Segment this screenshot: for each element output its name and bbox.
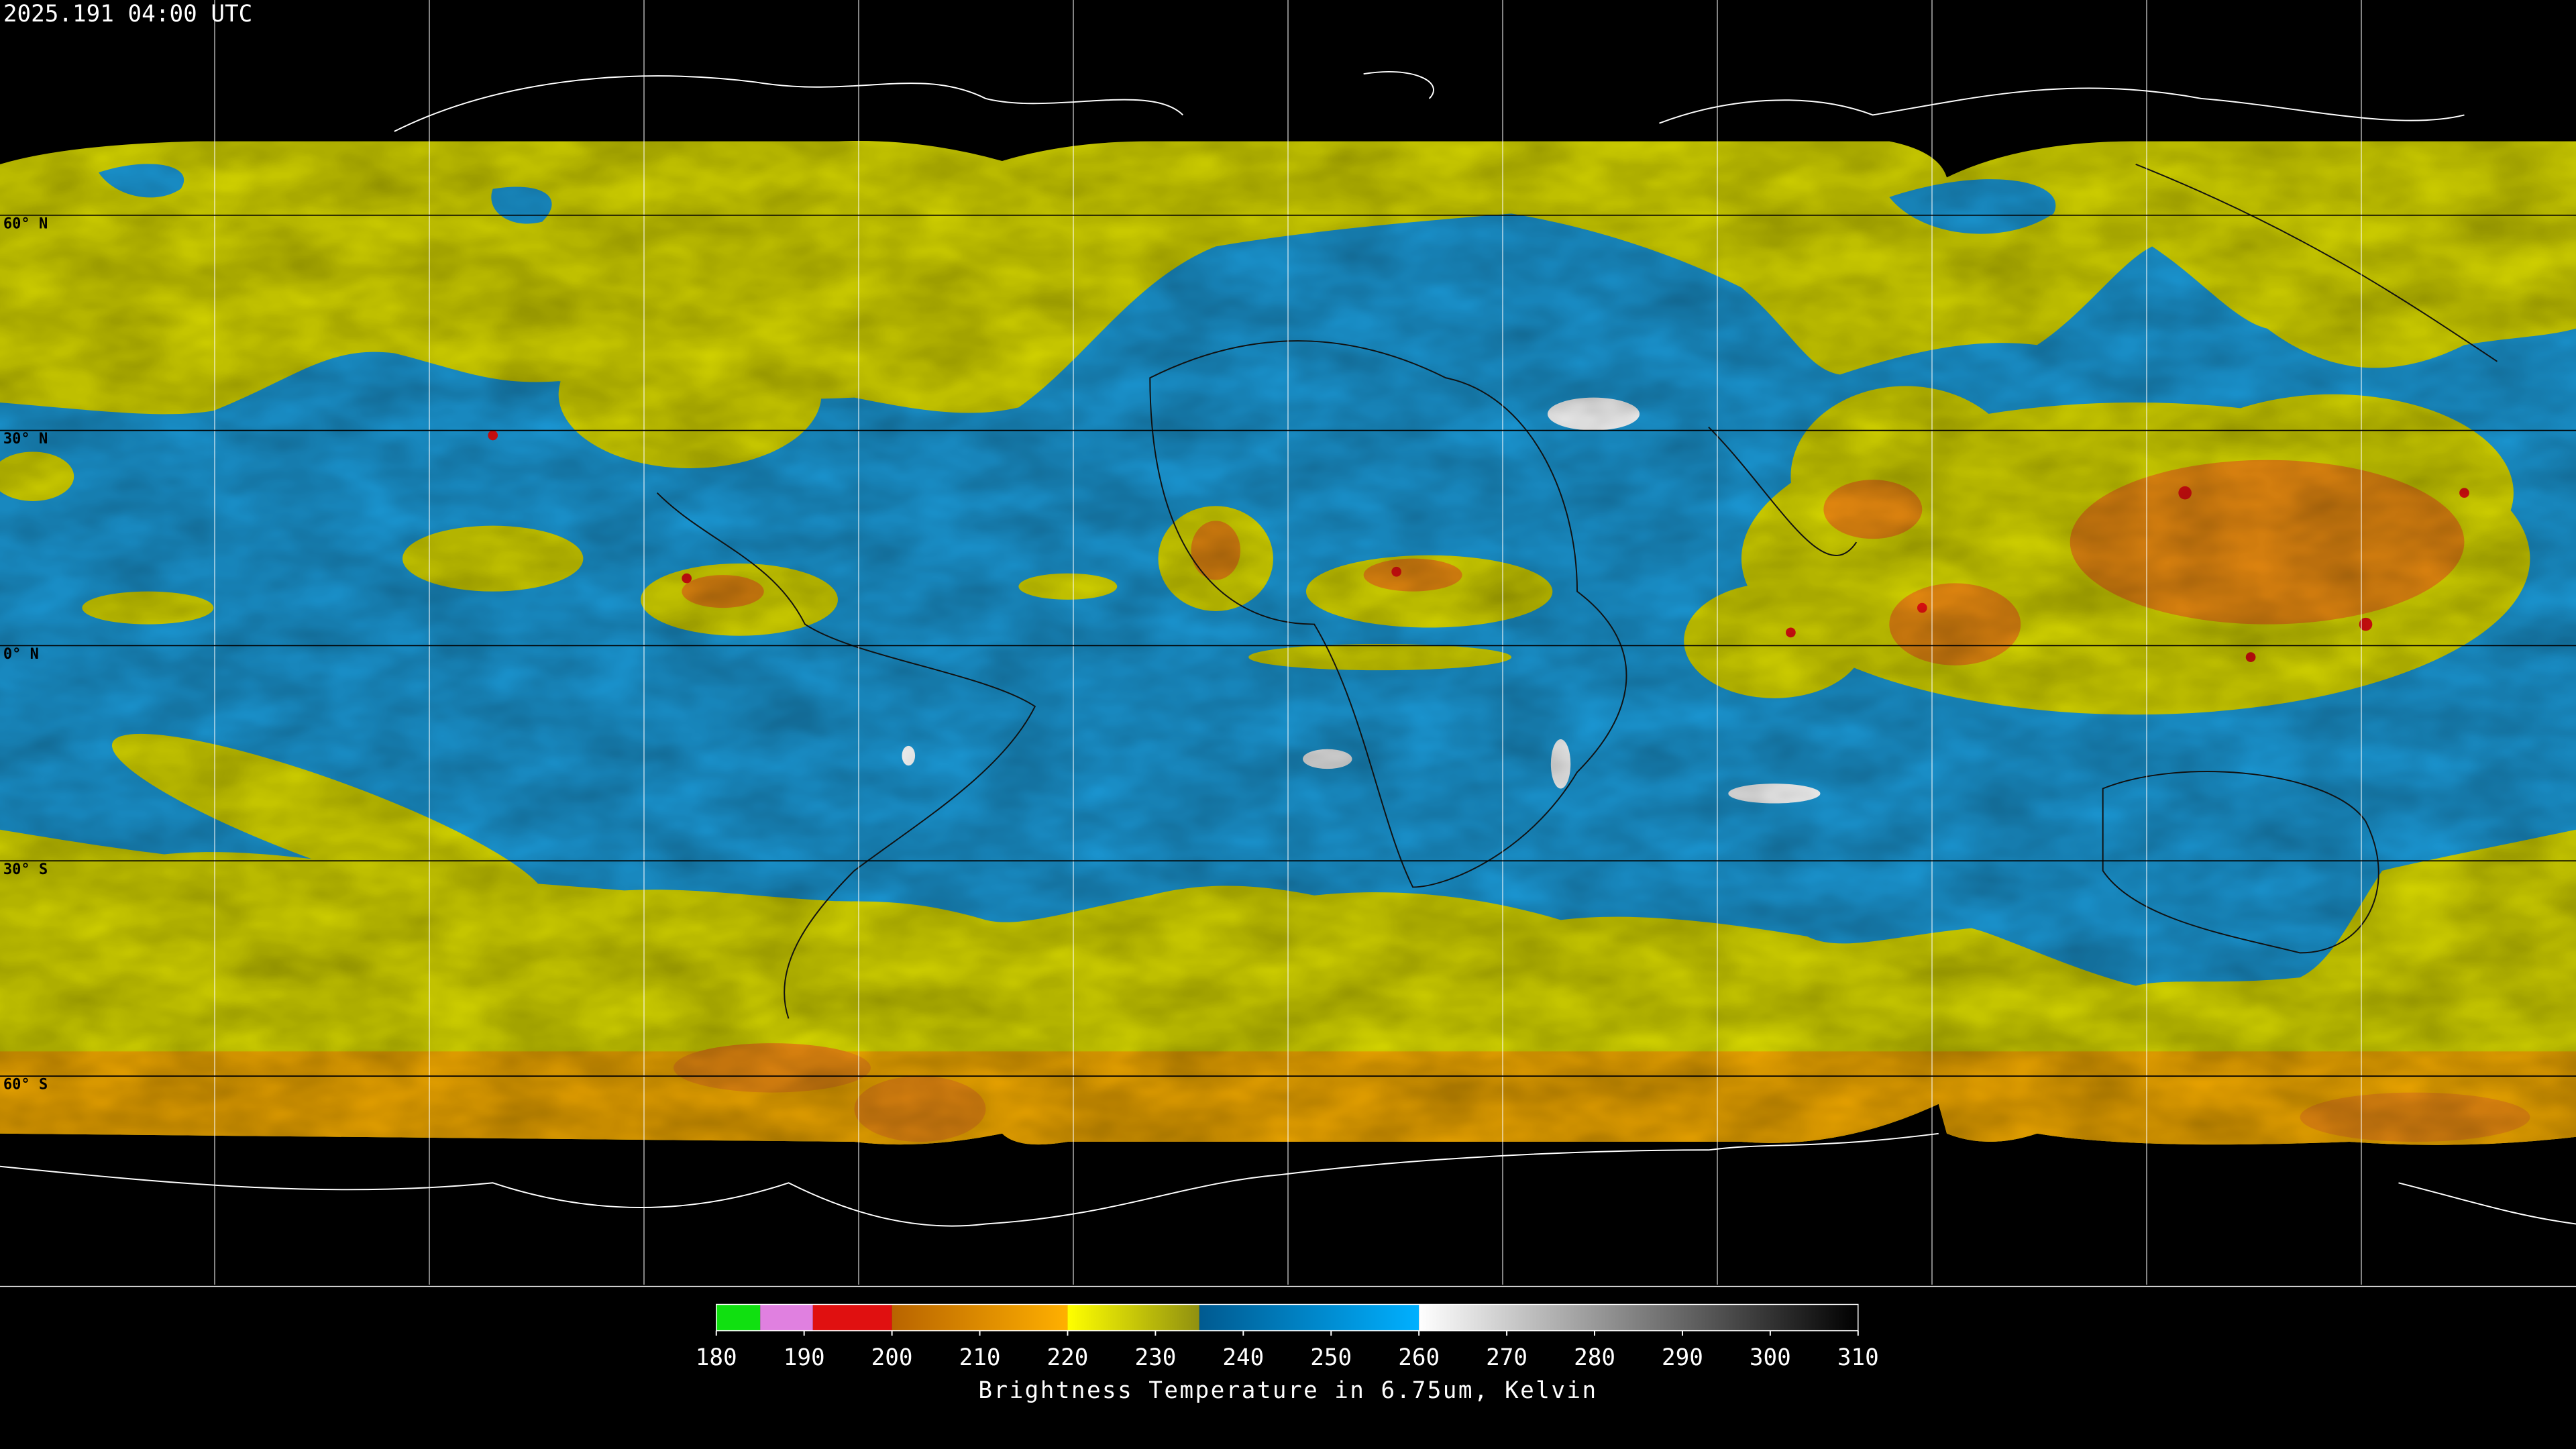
colorbar-tick-label: 280 <box>1574 1344 1615 1371</box>
colorbar: 180 190 200 210 220 230 240 250 260 270 280 290 300 3… <box>696 1303 1879 1371</box>
latitude-label: 0° N <box>3 646 39 663</box>
colorbar-tick-label: 240 <box>1222 1344 1264 1371</box>
colorbar-segment <box>892 1304 1068 1331</box>
colorbar-tick-label: 190 <box>784 1344 825 1371</box>
colorbar-title: Brightness Temperature in 6.75um, Kelvin <box>978 1377 1597 1404</box>
colorbar-segment <box>812 1304 892 1331</box>
colorbar-tick-label: 250 <box>1310 1344 1352 1371</box>
colorbar-tick-label: 270 <box>1486 1344 1527 1371</box>
graticule: 60° N 30° N 0° N 30° S 60° S <box>0 0 2576 1287</box>
latitude-label: 60° N <box>3 215 48 232</box>
colorbar-segment <box>1067 1304 1199 1331</box>
latitude-label: 30° S <box>3 861 48 878</box>
colorbar-tick-label: 210 <box>959 1344 1001 1371</box>
colorbar-tick-label: 290 <box>1662 1344 1703 1371</box>
colorbar-segment <box>1199 1304 1419 1331</box>
colorbar-tick-label: 230 <box>1134 1344 1176 1371</box>
colorbar-segment <box>716 1304 761 1331</box>
colorbar-tick-label: 200 <box>871 1344 913 1371</box>
colorbar-tick-label: 300 <box>1750 1344 1791 1371</box>
colorbar-tick-label: 260 <box>1398 1344 1440 1371</box>
colorbar-tick-label: 310 <box>1837 1344 1879 1371</box>
coastlines-polar <box>0 71 2576 1227</box>
colorbar-segment <box>760 1304 813 1331</box>
colorbar-tick-label: 180 <box>696 1344 737 1371</box>
latitude-label: 60° S <box>3 1077 48 1093</box>
latitude-label: 30° N <box>3 431 48 447</box>
colorbar-frame <box>716 1303 1859 1332</box>
timestamp: 2025.191 04:00 UTC <box>3 1 252 28</box>
colorbar-tick-label: 220 <box>1047 1344 1089 1371</box>
colorbar-segment <box>1419 1304 1858 1331</box>
